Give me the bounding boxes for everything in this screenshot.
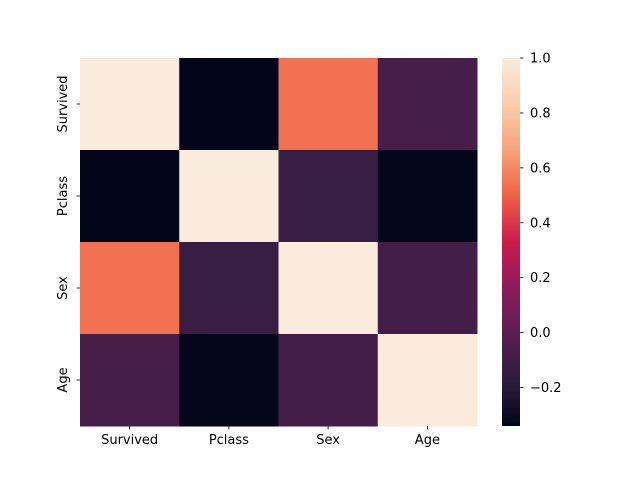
colorbar-tick-label: 0.6 [530, 161, 551, 176]
y-axis: Survived Pclass Sex Age [56, 75, 80, 393]
colorbar-tick-label: 0.4 [530, 216, 551, 231]
heatmap-cell-pclass-survived [80, 150, 180, 243]
heatmap-cell-age-survived [80, 334, 180, 427]
x-tick-label: Sex [316, 433, 340, 448]
heatmap-cell-sex-survived [80, 242, 180, 335]
heatmap-cell-age-age [377, 334, 478, 427]
heatmap-cell-survived-sex [278, 58, 379, 151]
heatmap-cells [80, 58, 478, 427]
y-tick-label: Sex [56, 276, 71, 300]
heatmap-cell-sex-sex [278, 242, 379, 335]
heatmap-cell-sex-pclass [179, 242, 279, 335]
y-tick-label: Survived [56, 75, 71, 132]
heatmap-cell-pclass-sex [278, 150, 379, 243]
heatmap-cell-pclass-age [377, 150, 478, 243]
x-tick-label: Age [415, 433, 440, 448]
colorbar-gradient [502, 58, 520, 426]
colorbar [502, 58, 520, 426]
colorbar-tick-label: 0.0 [530, 326, 551, 341]
heatmap-cell-survived-pclass [179, 58, 279, 151]
colorbar-tick-label: 0.2 [530, 271, 551, 286]
heatmap-cell-sex-age [377, 242, 478, 335]
heatmap-cell-age-sex [278, 334, 379, 427]
colorbar-tick-label: −0.2 [530, 381, 562, 396]
colorbar-ticks: −0.2 0.0 0.2 0.4 0.6 0.8 1.0 [520, 52, 562, 396]
heatmap-cell-pclass-pclass [179, 150, 279, 243]
heatmap-cell-age-pclass [179, 334, 279, 427]
x-tick-label: Survived [101, 433, 158, 448]
heatmap-cell-survived-survived [80, 58, 180, 151]
y-tick-label: Age [56, 367, 71, 392]
heatmap-cell-survived-age [377, 58, 478, 151]
colorbar-tick-label: 1.0 [530, 52, 551, 67]
x-tick-label: Pclass [209, 433, 249, 448]
colorbar-tick-label: 0.8 [530, 106, 551, 121]
x-axis: Survived Pclass Sex Age [101, 426, 440, 448]
y-tick-label: Pclass [56, 176, 71, 216]
